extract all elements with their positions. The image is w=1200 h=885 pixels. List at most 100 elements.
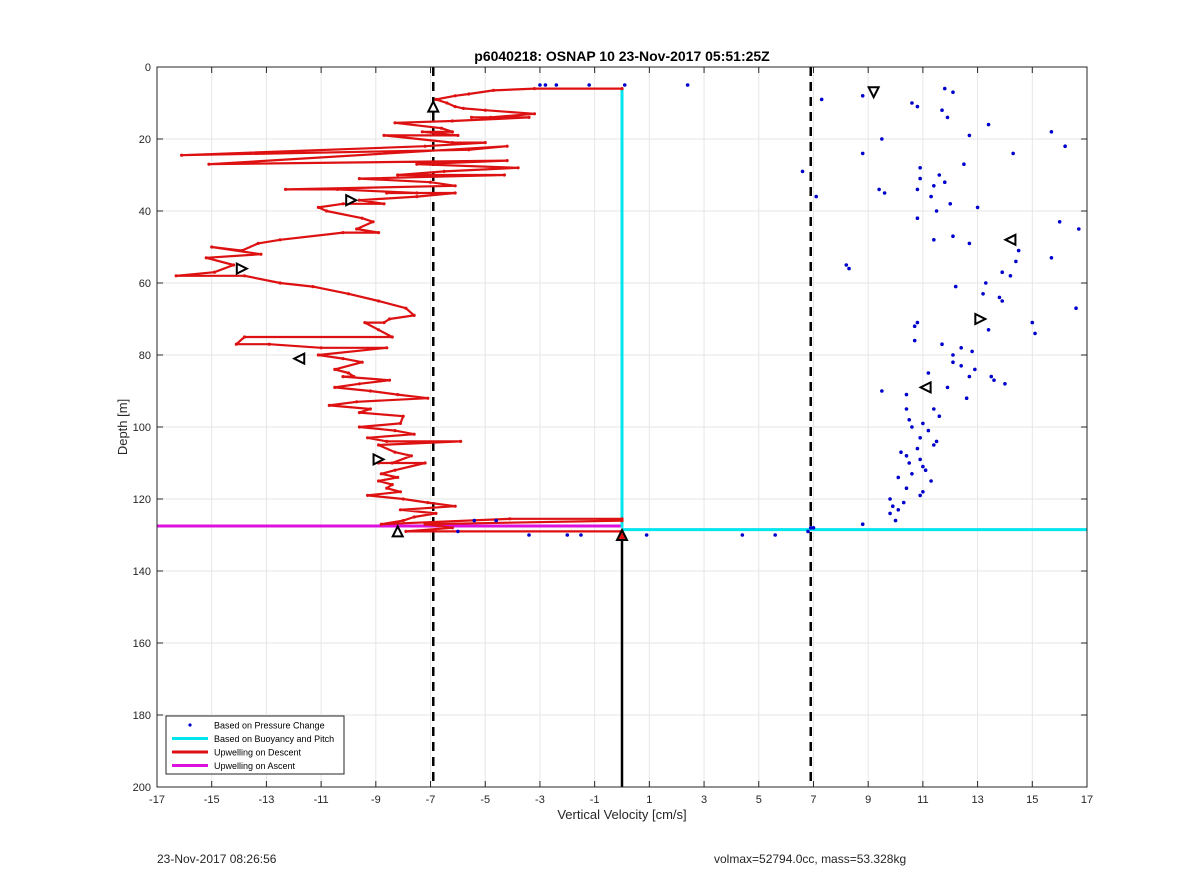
descent-point xyxy=(363,321,367,325)
descent-point xyxy=(242,274,247,278)
x-tick-label: -13 xyxy=(258,794,274,806)
descent-point xyxy=(368,389,372,393)
pressure-point xyxy=(945,115,950,120)
descent-point xyxy=(508,517,512,521)
pressure-point xyxy=(1049,130,1054,134)
descent-point xyxy=(283,187,288,191)
descent-point xyxy=(393,468,397,472)
descent-point xyxy=(527,115,531,119)
pressure-point xyxy=(915,216,920,220)
legend-label: Upwelling on Descent xyxy=(214,748,302,758)
descent-point xyxy=(453,504,457,508)
y-tick-label: 140 xyxy=(133,566,151,578)
pressure-point xyxy=(937,173,942,177)
descent-point xyxy=(376,443,381,447)
pressure-point xyxy=(910,472,914,476)
pressure-point xyxy=(882,191,887,195)
x-tick-label: 9 xyxy=(865,794,871,806)
pressure-point xyxy=(997,295,1002,300)
pressure-point xyxy=(800,169,805,174)
y-tick-label: 200 xyxy=(133,782,151,794)
pressure-point xyxy=(740,533,745,537)
descent-point xyxy=(210,245,214,249)
descent-point xyxy=(412,313,416,317)
descent-point xyxy=(450,130,455,134)
descent-point xyxy=(382,202,386,206)
descent-point xyxy=(366,436,370,440)
x-tick-label: 17 xyxy=(1081,794,1093,806)
pressure-point xyxy=(962,162,966,166)
descent-point xyxy=(516,166,520,170)
y-tick-label: 0 xyxy=(145,62,151,74)
descent-point xyxy=(180,153,184,157)
descent-point xyxy=(426,396,430,400)
pressure-point xyxy=(847,266,851,271)
descent-point xyxy=(240,249,244,253)
pressure-point xyxy=(1074,306,1078,311)
pressure-point xyxy=(494,518,498,523)
descent-point xyxy=(423,522,427,526)
y-tick-label: 20 xyxy=(139,134,151,146)
x-tick-label: -15 xyxy=(204,794,220,806)
descent-point xyxy=(385,191,389,195)
descent-point xyxy=(256,241,260,245)
descent-point xyxy=(459,439,463,443)
pressure-point xyxy=(1003,382,1007,386)
direction-marker xyxy=(867,86,881,100)
descent-point xyxy=(385,486,389,490)
descent-point xyxy=(231,263,236,267)
pressure-point xyxy=(907,461,912,465)
descent-point xyxy=(532,112,537,116)
pressure-point xyxy=(964,396,969,401)
pressure-point xyxy=(543,83,548,87)
pressure-point xyxy=(1000,270,1005,275)
descent-point xyxy=(360,216,364,220)
descent-point xyxy=(439,126,444,130)
pressure-point xyxy=(472,518,477,523)
pressure-point xyxy=(1076,227,1081,231)
descent-point xyxy=(491,88,496,92)
descent-point xyxy=(398,508,403,512)
direction-marker xyxy=(615,527,629,541)
pressure-point xyxy=(811,526,816,530)
descent-point xyxy=(426,501,430,505)
pressure-point xyxy=(967,374,972,379)
x-tick-label: -1 xyxy=(590,794,600,806)
descent-point xyxy=(469,115,474,119)
x-tick-label: 11 xyxy=(917,794,928,806)
descent-point xyxy=(393,450,397,454)
descent-point xyxy=(393,121,397,125)
descent-point xyxy=(396,475,400,479)
descent-point xyxy=(412,432,416,436)
descent-point xyxy=(352,375,356,379)
pressure-point xyxy=(912,324,917,329)
descent-point xyxy=(620,519,624,523)
pressure-point xyxy=(973,367,977,372)
pressure-point xyxy=(921,490,925,494)
descent-point xyxy=(398,421,403,425)
descent-point xyxy=(278,238,282,242)
descent-point xyxy=(387,317,392,321)
pressure-point xyxy=(1033,331,1037,336)
pressure-point xyxy=(951,353,955,357)
pressure-point xyxy=(1008,274,1013,278)
pressure-point xyxy=(806,529,810,534)
y-tick-label: 40 xyxy=(139,206,151,218)
descent-point xyxy=(278,281,282,285)
pressure-point xyxy=(860,94,865,98)
pressure-point xyxy=(896,508,901,512)
descent-point xyxy=(385,346,389,350)
descent-point xyxy=(396,173,400,177)
pressure-point xyxy=(888,511,892,516)
x-tick-label: -3 xyxy=(535,794,545,806)
pressure-point xyxy=(942,180,947,184)
pressure-point xyxy=(907,418,912,422)
descent-point xyxy=(242,335,247,339)
y-tick-label: 180 xyxy=(133,710,151,722)
pressure-point xyxy=(918,176,922,181)
pressure-point xyxy=(989,374,994,379)
descent-point xyxy=(412,515,416,519)
descent-point xyxy=(341,375,345,379)
descent-point xyxy=(324,209,329,213)
descent-point xyxy=(376,328,381,332)
